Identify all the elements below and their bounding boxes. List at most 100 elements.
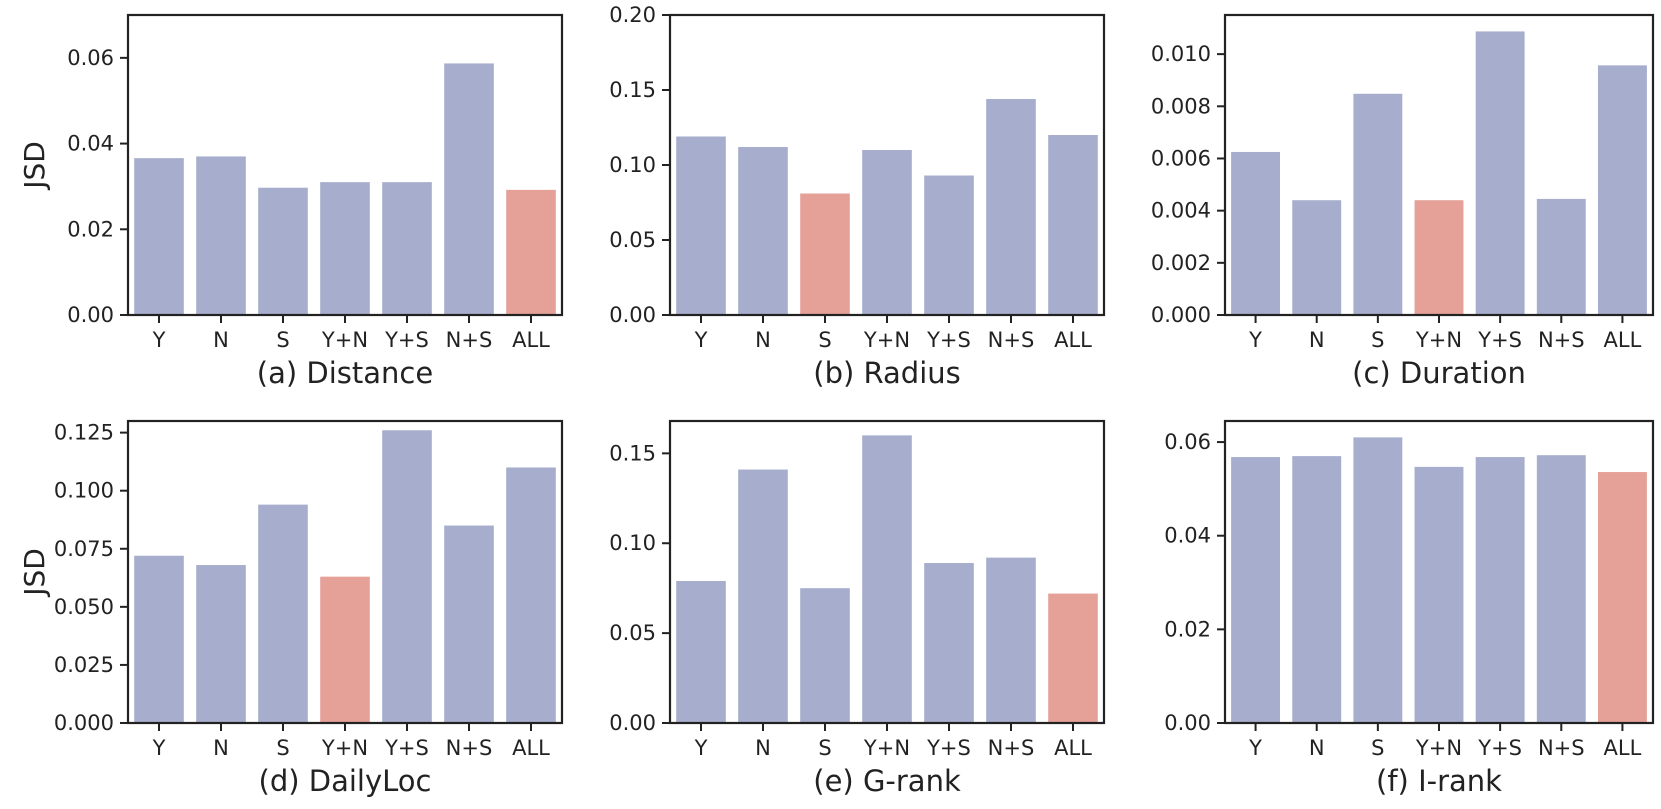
x-tick-label: N+S (988, 328, 1035, 352)
bar-n-plus-s (1536, 198, 1586, 315)
x-tick-label: ALL (512, 328, 550, 352)
bar-all (1597, 472, 1647, 723)
y-tick-label: 0.050 (54, 595, 114, 619)
x-tick-label: Y+N (321, 736, 368, 760)
y-tick-label: 0.00 (67, 303, 114, 327)
x-tick-label: S (1371, 736, 1384, 760)
y-tick-label: 0.00 (609, 303, 656, 327)
x-tick-label: N (1309, 736, 1325, 760)
bar-y (134, 158, 184, 315)
x-tick-label: S (276, 328, 289, 352)
y-tick-label: 0.000 (54, 711, 114, 735)
subplot-title: (c) Duration (1352, 356, 1526, 390)
bar-y-plus-n (862, 150, 912, 315)
y-tick-label: 0.075 (54, 537, 114, 561)
x-tick-label: ALL (1604, 736, 1642, 760)
x-tick-label: Y (1248, 328, 1262, 352)
bar-n (196, 156, 246, 315)
bar-y (1231, 457, 1281, 723)
bar-all (1048, 593, 1098, 723)
x-tick-label: Y+S (1477, 328, 1522, 352)
bar-y-plus-s (1475, 31, 1525, 316)
bar-n-plus-s (986, 557, 1036, 723)
x-tick-label: N+S (446, 736, 493, 760)
bar-y-plus-s (924, 175, 974, 315)
y-tick-label: 0.15 (609, 78, 656, 102)
y-tick-label: 0.05 (609, 228, 656, 252)
bar-y-plus-n (1414, 466, 1464, 723)
y-tick-label: 0.04 (1164, 524, 1211, 548)
y-tick-label: 0.000 (1151, 303, 1211, 327)
bar-all (1048, 135, 1098, 315)
bar-s (800, 588, 850, 723)
x-tick-label: S (818, 736, 831, 760)
subplot-title: (d) DailyLoc (259, 764, 432, 798)
y-tick-label: 0.05 (609, 621, 656, 645)
bar-s (1353, 93, 1403, 315)
bar-n-plus-s (444, 525, 494, 723)
bar-y (676, 136, 726, 315)
x-tick-label: N (1309, 328, 1325, 352)
bar-y-plus-s (1475, 457, 1525, 723)
bar-y-plus-s (382, 182, 432, 315)
x-tick-label: Y+S (384, 736, 429, 760)
bar-y (134, 555, 184, 723)
x-tick-label: Y+N (321, 328, 368, 352)
x-tick-label: Y+S (1477, 736, 1522, 760)
chart-panel-3: 0.000 0.002 0.004 0.006 0.008 0.010 Y N S Y+N Y+S N… (1151, 13, 1655, 390)
x-tick-label: N+S (1538, 328, 1585, 352)
bar-n (1292, 200, 1342, 315)
x-tick-label: S (276, 736, 289, 760)
x-tick-label: Y+S (926, 328, 971, 352)
x-tick-label: N (213, 736, 229, 760)
y-tick-label: 0.004 (1151, 199, 1211, 223)
x-tick-label: Y (1248, 736, 1262, 760)
y-tick-label: 0.04 (67, 132, 114, 156)
y-tick-label: 0.002 (1151, 251, 1211, 275)
y-tick-label: 0.15 (609, 441, 656, 465)
chart-panel-4: 0.000 0.025 0.050 0.075 0.100 0.125 Y N S Y+N Y+S N… (18, 419, 564, 798)
y-tick-label: 0.10 (609, 531, 656, 555)
chart-panel-6: 0.00 0.02 0.04 0.06 Y N S Y+N Y+S N+S ALL (f) I-ran… (1164, 419, 1655, 798)
y-axis-label: JSD (18, 548, 51, 598)
bar-n-plus-s (1536, 455, 1586, 723)
x-tick-label: Y+N (1415, 328, 1462, 352)
x-tick-label: Y (152, 736, 166, 760)
y-tick-label: 0.06 (67, 46, 114, 70)
x-tick-label: Y (694, 736, 708, 760)
y-tick-label: 0.02 (67, 217, 114, 241)
x-tick-label: N+S (1538, 736, 1585, 760)
x-tick-label: ALL (512, 736, 550, 760)
x-tick-label: ALL (1054, 736, 1092, 760)
x-tick-label: Y+N (863, 736, 910, 760)
bar-y-plus-n (320, 182, 370, 315)
chart-panel-1: 0.00 0.02 0.04 0.06 Y N S Y+N Y+S N+S ALL (a) Dista… (18, 13, 564, 390)
bar-y-plus-s (924, 563, 974, 723)
bar-s (1353, 437, 1403, 723)
x-tick-label: N (755, 736, 771, 760)
bar-n-plus-s (986, 99, 1036, 315)
bar-n (196, 565, 246, 723)
bar-y-plus-n (320, 576, 370, 723)
x-tick-label: ALL (1604, 328, 1642, 352)
bar-all (506, 467, 556, 723)
subplot-title: (b) Radius (813, 356, 961, 390)
x-tick-label: N (755, 328, 771, 352)
y-tick-label: 0.008 (1151, 94, 1211, 118)
x-tick-label: Y+S (384, 328, 429, 352)
bar-y-plus-n (862, 435, 912, 723)
bar-n (738, 147, 788, 315)
x-tick-label: ALL (1054, 328, 1092, 352)
y-tick-label: 0.10 (609, 153, 656, 177)
x-tick-label: N+S (988, 736, 1035, 760)
y-tick-label: 0.00 (609, 711, 656, 735)
chart-panel-5: 0.00 0.05 0.10 0.15 Y N S Y+N Y+S N+S ALL (e) G-ran… (609, 419, 1106, 798)
bar-n-plus-s (444, 63, 494, 316)
x-tick-label: S (818, 328, 831, 352)
x-tick-label: Y+S (926, 736, 971, 760)
subplot-title: (a) Distance (257, 356, 433, 390)
y-tick-label: 0.06 (1164, 430, 1211, 454)
y-tick-label: 0.010 (1151, 42, 1211, 66)
